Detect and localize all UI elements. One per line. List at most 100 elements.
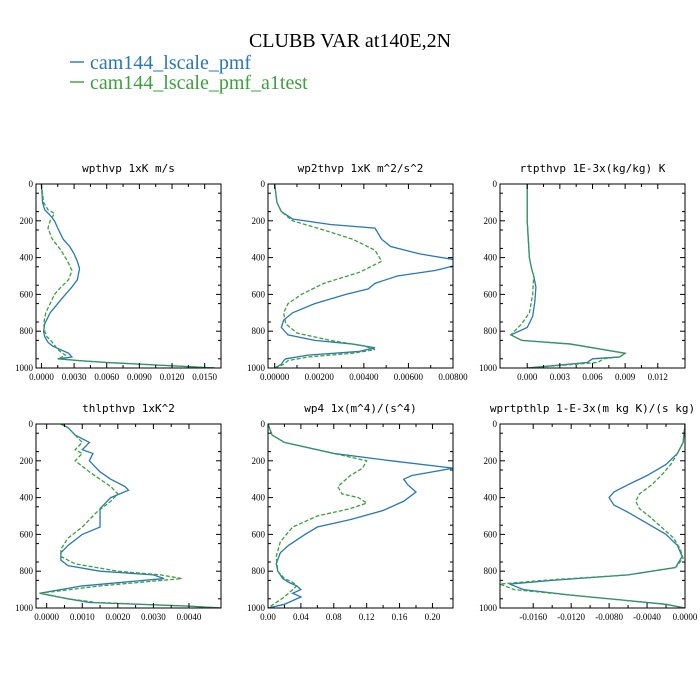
y-tick-label: 400 bbox=[484, 253, 498, 263]
legend-label-2: cam144_lscale_pmf_a1test bbox=[90, 72, 308, 94]
series-line-2 bbox=[500, 424, 685, 608]
y-tick-label: 800 bbox=[484, 566, 498, 576]
y-tick-label: 600 bbox=[252, 529, 266, 539]
x-tick-label: -0.0160 bbox=[519, 612, 547, 622]
x-tick-label: 0.04 bbox=[293, 612, 309, 622]
x-tick-label: 0.0000 bbox=[34, 612, 59, 622]
figure-title: CLUBB VAR at140E,2N bbox=[249, 30, 451, 52]
y-tick-label: 800 bbox=[484, 326, 498, 336]
x-tick-label: 0.00200 bbox=[305, 372, 335, 382]
plot-frame bbox=[499, 423, 686, 609]
plot-frame bbox=[267, 423, 454, 609]
y-tick-label: 600 bbox=[484, 529, 498, 539]
series-line-1 bbox=[40, 184, 216, 368]
x-tick-label: 0.0040 bbox=[177, 612, 202, 622]
legend-label-1: cam144_lscale_pmf bbox=[90, 52, 251, 74]
series-line-2 bbox=[268, 424, 369, 608]
x-tick-label: 0.16 bbox=[392, 612, 408, 622]
y-tick-label: 400 bbox=[252, 253, 266, 263]
series-line-1 bbox=[509, 184, 627, 368]
x-tick-label: 0.0030 bbox=[62, 372, 87, 382]
y-tick-label: 200 bbox=[484, 456, 498, 466]
y-tick-label: 1000 bbox=[479, 603, 498, 613]
x-tick-label: 0.000 bbox=[517, 372, 538, 382]
panel-title: thlpthvp 1xK^2 bbox=[82, 402, 175, 415]
x-tick-label: 0.00 bbox=[260, 612, 276, 622]
x-tick-label: 0.12 bbox=[359, 612, 375, 622]
y-tick-label: 400 bbox=[20, 253, 34, 263]
y-tick-label: 1000 bbox=[247, 363, 266, 373]
panel-title: wpthvp 1xK m/s bbox=[82, 162, 175, 175]
x-tick-label: 0.0030 bbox=[141, 612, 166, 622]
y-tick-label: 600 bbox=[252, 289, 266, 299]
x-tick-label: 0.006 bbox=[582, 372, 603, 382]
panel-title: wprtpthlp 1-E-3x(m kg K)/(s kg) bbox=[490, 402, 695, 415]
x-tick-label: -0.0040 bbox=[633, 612, 661, 622]
series-line-2 bbox=[39, 424, 221, 608]
panel-title: rtpthvp 1E-3x(kg/kg) K bbox=[520, 162, 666, 175]
series-line-2 bbox=[274, 184, 383, 368]
y-tick-label: 1000 bbox=[15, 363, 34, 373]
x-tick-label: 0.0120 bbox=[160, 372, 185, 382]
panel-3: rtpthvp 1E-3x(kg/kg) K 0 200 400 600 800 1000 0… bbox=[479, 162, 686, 382]
x-tick-label: 0.0150 bbox=[192, 372, 217, 382]
y-tick-label: 0 bbox=[29, 419, 34, 429]
panel-2: wp2thvp 1xK m^2/s^2 0 200 400 600 800 1000 0.00… bbox=[247, 162, 468, 382]
y-tick-label: 0 bbox=[29, 179, 34, 189]
series-line-2 bbox=[40, 184, 216, 368]
series-line-2 bbox=[509, 184, 627, 368]
series-line-1 bbox=[39, 424, 221, 608]
y-tick-label: 600 bbox=[20, 289, 34, 299]
y-tick-label: 800 bbox=[20, 326, 34, 336]
x-tick-label: 0.0000 bbox=[673, 612, 698, 622]
panel-6: wprtpthlp 1-E-3x(m kg K)/(s kg) 0 200 400 60… bbox=[479, 402, 698, 622]
y-tick-label: 1000 bbox=[15, 603, 34, 613]
y-tick-label: 200 bbox=[252, 456, 266, 466]
x-tick-label: 0.00800 bbox=[438, 372, 468, 382]
y-tick-label: 600 bbox=[20, 529, 34, 539]
y-tick-label: 0 bbox=[493, 179, 498, 189]
x-tick-label: 0.0090 bbox=[127, 372, 152, 382]
y-tick-label: 200 bbox=[252, 216, 266, 226]
plot-frame bbox=[267, 183, 454, 369]
panel-title: wp2thvp 1xK m^2/s^2 bbox=[298, 162, 424, 175]
y-tick-label: 400 bbox=[20, 493, 34, 503]
series-line-1 bbox=[509, 424, 685, 608]
series-line-1 bbox=[274, 184, 453, 368]
x-tick-label: 0.003 bbox=[550, 372, 571, 382]
y-tick-label: 800 bbox=[252, 326, 266, 336]
y-tick-label: 0 bbox=[261, 179, 266, 189]
x-tick-label: 0.20 bbox=[425, 612, 441, 622]
y-tick-label: 400 bbox=[252, 493, 266, 503]
y-tick-label: 0 bbox=[261, 419, 266, 429]
x-tick-label: -0.0120 bbox=[557, 612, 585, 622]
x-tick-label: 0.00600 bbox=[394, 372, 424, 382]
x-tick-label: 0.012 bbox=[648, 372, 668, 382]
y-tick-label: 800 bbox=[20, 566, 34, 576]
y-tick-label: 400 bbox=[484, 493, 498, 503]
plot-frame bbox=[35, 183, 222, 369]
plot-frame bbox=[35, 423, 222, 609]
y-tick-label: 1000 bbox=[247, 603, 266, 613]
x-tick-label: 0.009 bbox=[615, 372, 636, 382]
legend: cam144_lscale_pmf cam144_lscale_pmf_a1te… bbox=[70, 52, 308, 94]
y-tick-label: 200 bbox=[20, 216, 34, 226]
series-line-1 bbox=[268, 424, 453, 608]
y-tick-label: 200 bbox=[484, 216, 498, 226]
x-tick-label: 0.0020 bbox=[105, 612, 130, 622]
y-tick-label: 600 bbox=[484, 289, 498, 299]
x-tick-label: 0.0060 bbox=[94, 372, 119, 382]
y-tick-label: 200 bbox=[20, 456, 34, 466]
y-tick-label: 0 bbox=[493, 419, 498, 429]
y-tick-label: 800 bbox=[252, 566, 266, 576]
x-tick-label: 0.08 bbox=[326, 612, 342, 622]
x-tick-label: 0.0010 bbox=[70, 612, 95, 622]
x-tick-label: 0.00400 bbox=[349, 372, 379, 382]
panel-title: wp4 1x(m^4)/(s^4) bbox=[304, 402, 417, 415]
y-tick-label: 1000 bbox=[479, 363, 498, 373]
